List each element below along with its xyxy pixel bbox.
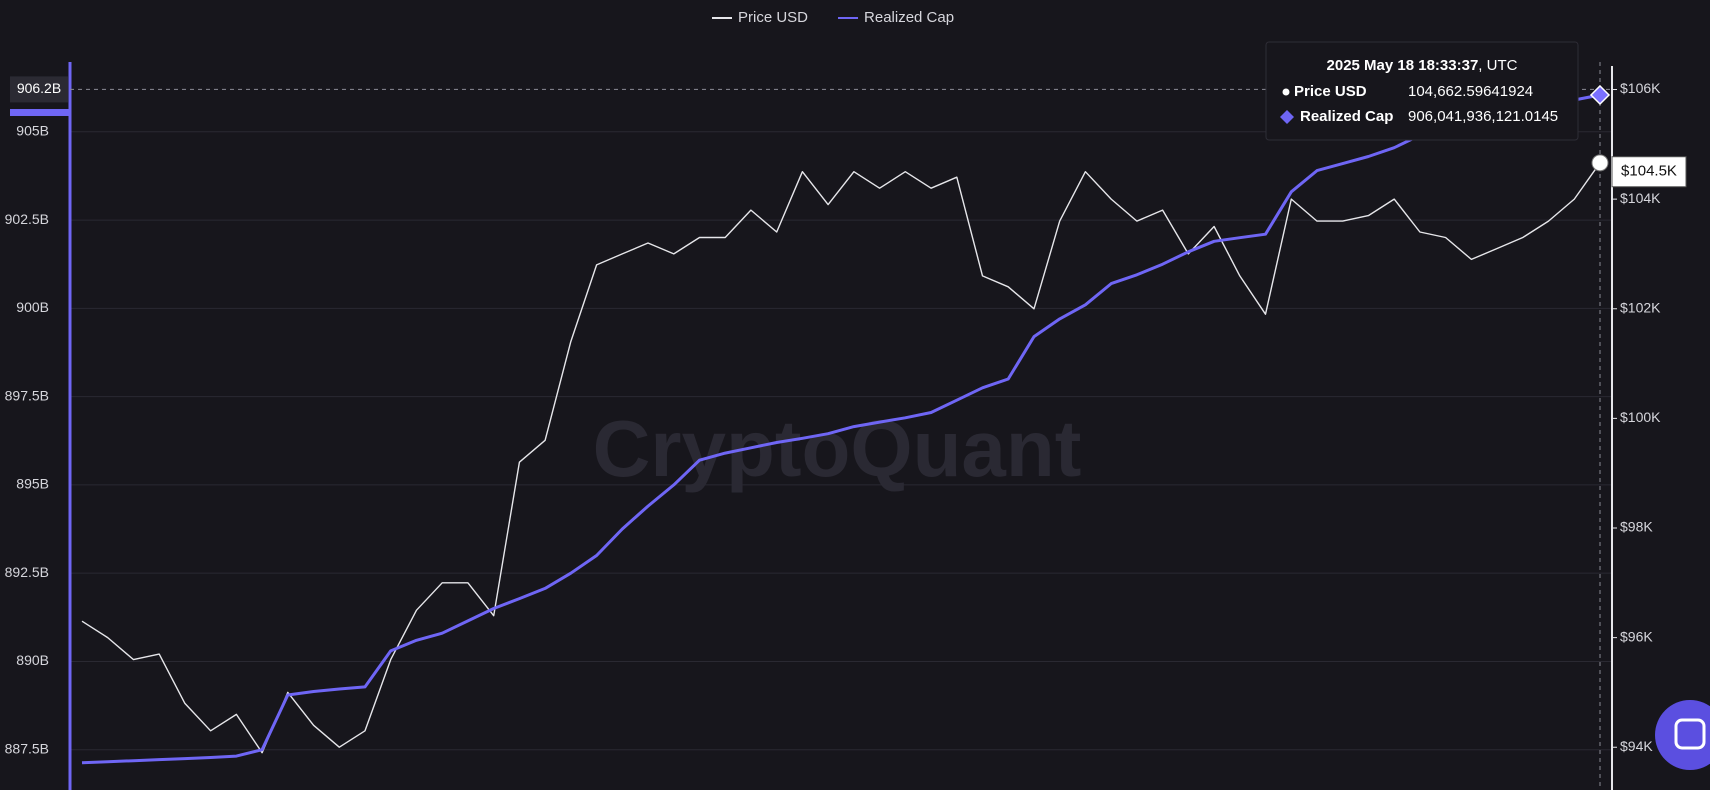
watermark: CryptoQuant <box>593 404 1082 493</box>
y-tick-label: 897.5B <box>5 387 49 403</box>
plot <box>81 93 1601 765</box>
y2-tick-label: $100K <box>1620 409 1661 425</box>
y-tick-label: 902.5B <box>5 211 49 227</box>
price-marker <box>1591 154 1609 172</box>
tooltip-value: 104,662.59641924 <box>1408 83 1533 100</box>
y-tick-label: 892.5B <box>5 564 49 580</box>
cap-axis-marker <box>10 108 70 116</box>
axes: 887.5B 890B 892.5B 895B 897.5B 900B 902.5B 905B… <box>5 80 1662 756</box>
y2-tick-label: $104K <box>1620 190 1661 206</box>
crosshair-y2-label: $104.5K <box>1621 163 1677 180</box>
legend: Price USD Realized Cap <box>712 9 954 26</box>
tooltip-price-dot <box>1282 88 1290 96</box>
chat-icon[interactable] <box>1674 718 1706 750</box>
tooltip-cap-diamond <box>1280 110 1294 124</box>
crosshair: 906.2B $104.5K <box>10 62 1687 790</box>
cap-marker <box>1589 84 1611 106</box>
y2-tick-label: $96K <box>1620 628 1653 644</box>
grid <box>70 131 1612 751</box>
series-line <box>81 162 1601 754</box>
y-tick-label: 905B <box>16 122 49 138</box>
y2-tick-label: $98K <box>1620 519 1653 535</box>
series-line <box>81 93 1601 765</box>
crosshair-y-label: 906.2B <box>17 80 61 96</box>
y-tick-label: 900B <box>16 299 49 315</box>
tooltip-date: 2025 May 18 18:33:37 <box>1327 57 1479 74</box>
legend-label: Realized Cap <box>864 9 954 26</box>
tooltip-value: 906,041,936,121.0145 <box>1408 108 1558 125</box>
tooltip-title: 2025 May 18 18:33:37, UTC <box>1327 57 1518 74</box>
y-tick-label: 890B <box>16 652 49 668</box>
crosshair-y2-label-box <box>1611 156 1687 188</box>
y-tick-label: 895B <box>16 476 49 492</box>
crosshair-y-label-box <box>10 76 68 103</box>
y2-tick-label: $106K <box>1620 80 1661 96</box>
tooltip-zone: , UTC <box>1478 57 1517 74</box>
y2-tick-label: $94K <box>1620 738 1653 754</box>
chat-button[interactable] <box>1655 700 1710 770</box>
tooltip-label: Price USD <box>1294 83 1367 100</box>
tooltip-label: Realized Cap <box>1300 108 1393 125</box>
tooltip: 2025 May 18 18:33:37, UTC Price USD 104,… <box>1265 41 1579 141</box>
y2-tick-label: $102K <box>1620 299 1661 315</box>
legend-label: Price USD <box>738 9 808 26</box>
tooltip-box <box>1265 41 1579 141</box>
y-tick-label: 887.5B <box>5 740 49 756</box>
